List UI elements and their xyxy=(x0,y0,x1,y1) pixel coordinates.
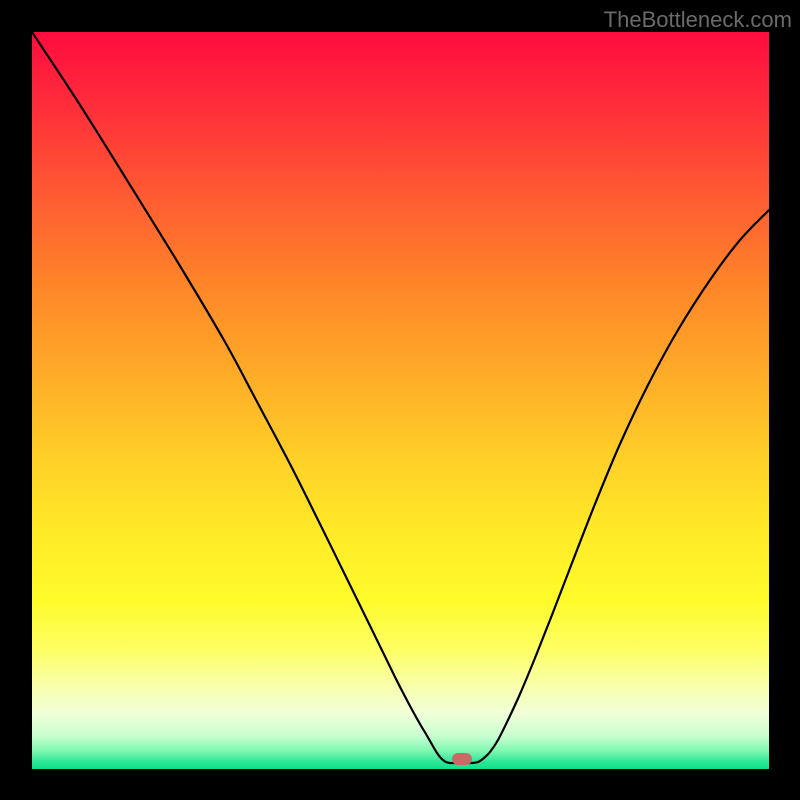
optimal-point-marker xyxy=(452,753,472,765)
bottleneck-curve xyxy=(32,32,769,769)
plot-area xyxy=(32,32,769,769)
bottleneck-chart: TheBottleneck.com xyxy=(0,0,800,800)
source-watermark: TheBottleneck.com xyxy=(604,7,792,33)
curve-path xyxy=(32,32,769,763)
